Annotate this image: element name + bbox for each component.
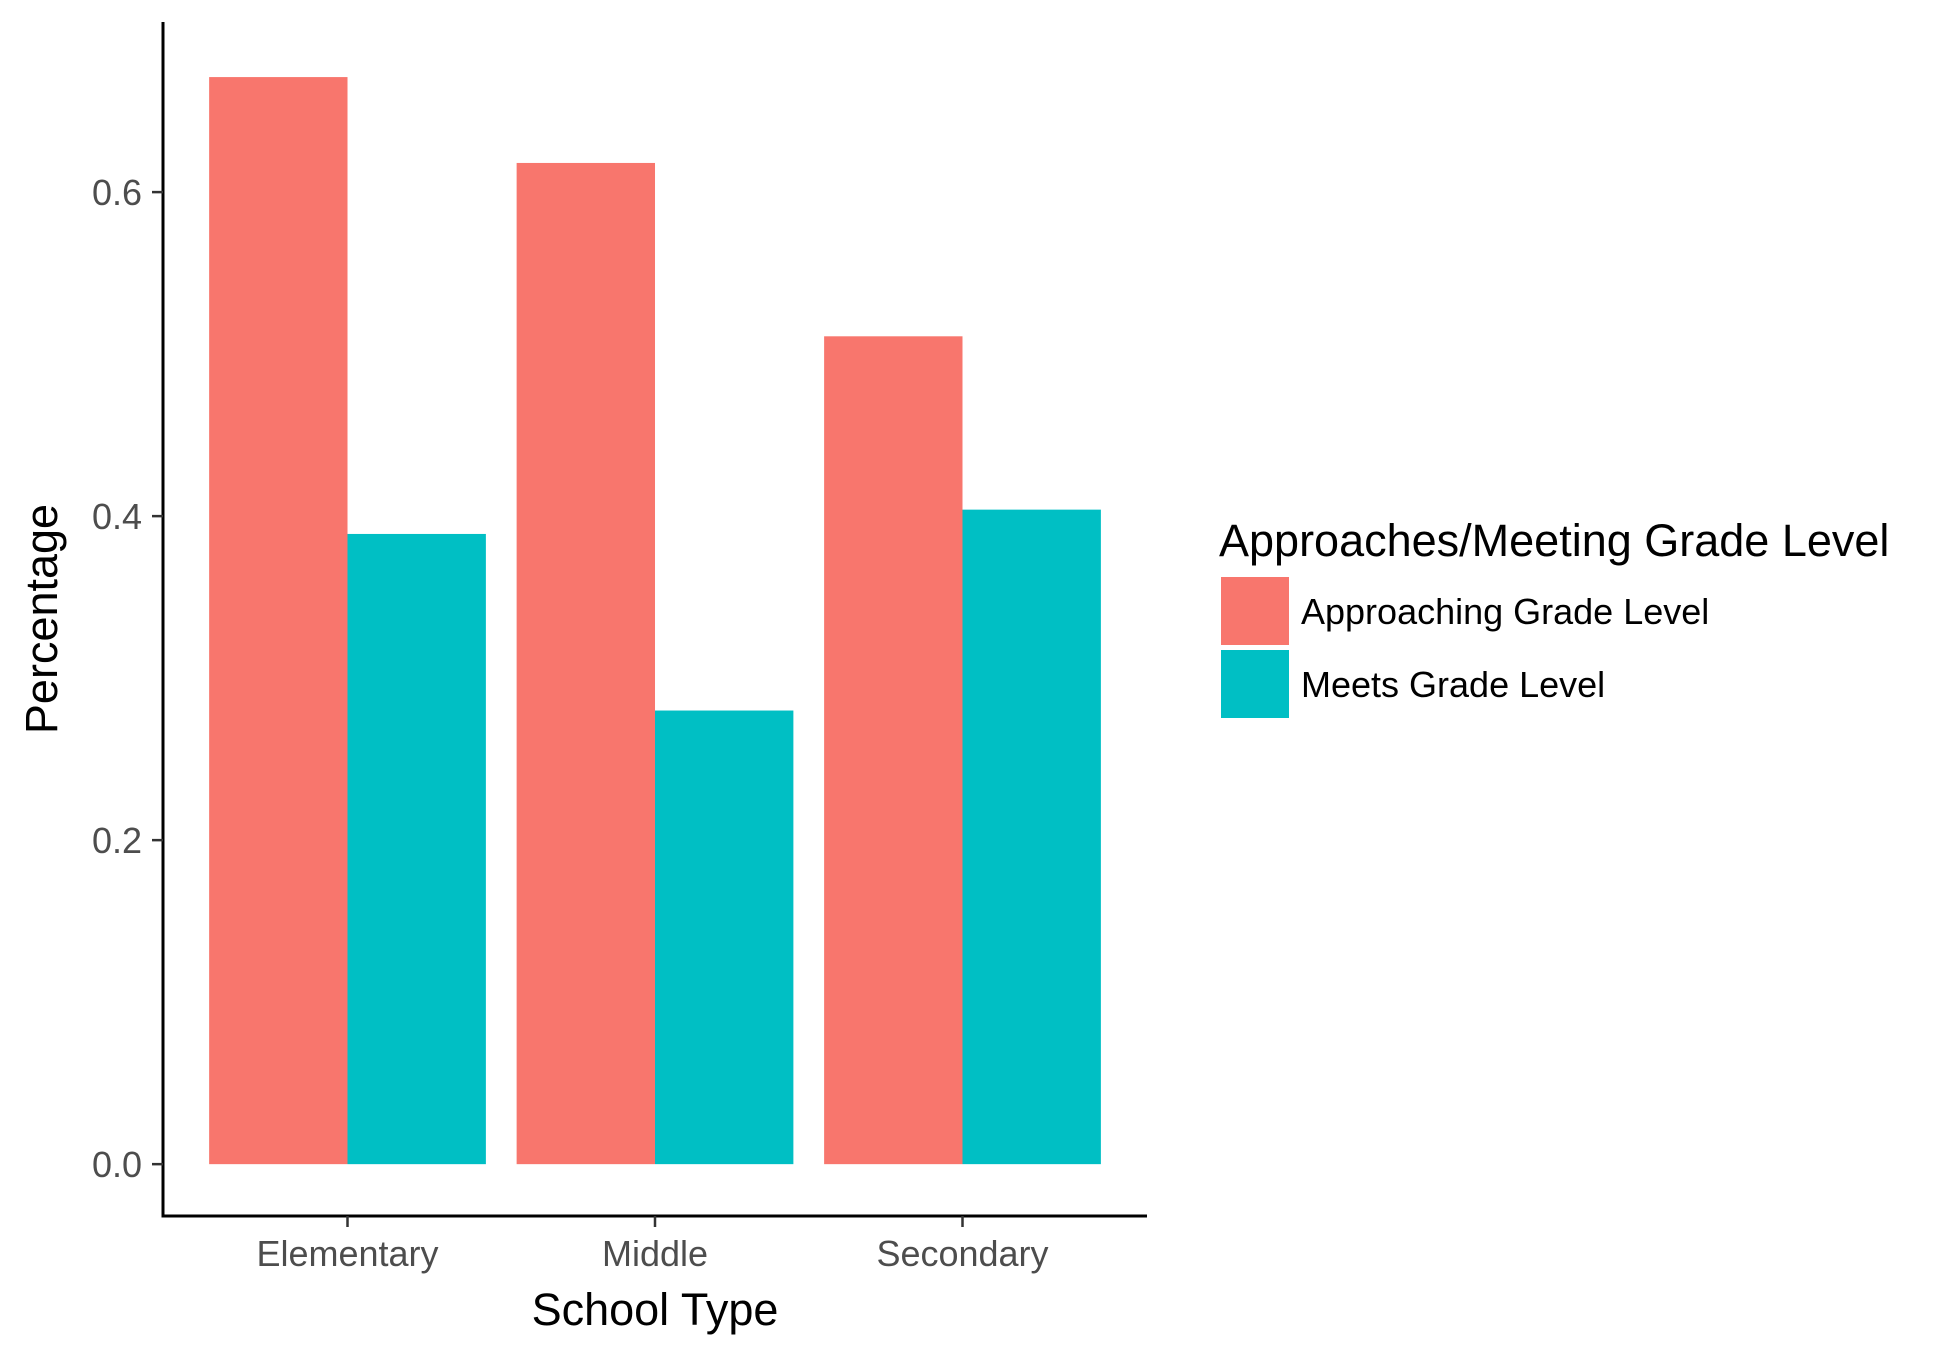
y-tick-label: 0.0 — [92, 1144, 142, 1185]
x-axis-title: School Type — [532, 1284, 779, 1335]
x-ticks: Elementary Middle Secondary — [256, 1216, 1049, 1274]
legend: Approaches/Meeting Grade Level Approachi… — [1219, 515, 1889, 718]
legend-label: Meets Grade Level — [1301, 664, 1605, 705]
legend-items: Approaching Grade Level Meets Grade Level — [1221, 577, 1709, 718]
legend-key — [1221, 650, 1289, 718]
x-tick-label: Secondary — [876, 1233, 1048, 1274]
y-axis-title: Percentage — [16, 504, 67, 734]
y-tick-label: 0.2 — [92, 820, 142, 861]
bar-middle-approaching-grade-level — [516, 162, 656, 1165]
x-tick-label: Elementary — [256, 1233, 438, 1274]
y-tick-label: 0.6 — [92, 172, 142, 213]
y-ticks: 0.0 0.2 0.4 0.6 — [92, 172, 163, 1185]
bar-elementary-meets-grade-level — [347, 533, 486, 1165]
legend-title: Approaches/Meeting Grade Level — [1219, 515, 1889, 566]
y-tick-label: 0.4 — [92, 496, 142, 537]
bar-elementary-approaching-grade-level — [209, 77, 348, 1165]
y-axis: 0.0 0.2 0.4 0.6 — [92, 22, 165, 1216]
legend-key — [1221, 577, 1289, 645]
bar-secondary-meets-grade-level — [962, 509, 1101, 1165]
bar-middle-meets-grade-level — [655, 710, 794, 1165]
legend-label: Approaching Grade Level — [1301, 591, 1709, 632]
x-axis: Elementary Middle Secondary — [161, 1214, 1147, 1274]
bar-secondary-approaching-grade-level — [824, 336, 963, 1165]
x-tick-label: Middle — [602, 1233, 708, 1274]
bars-group — [209, 77, 1101, 1165]
